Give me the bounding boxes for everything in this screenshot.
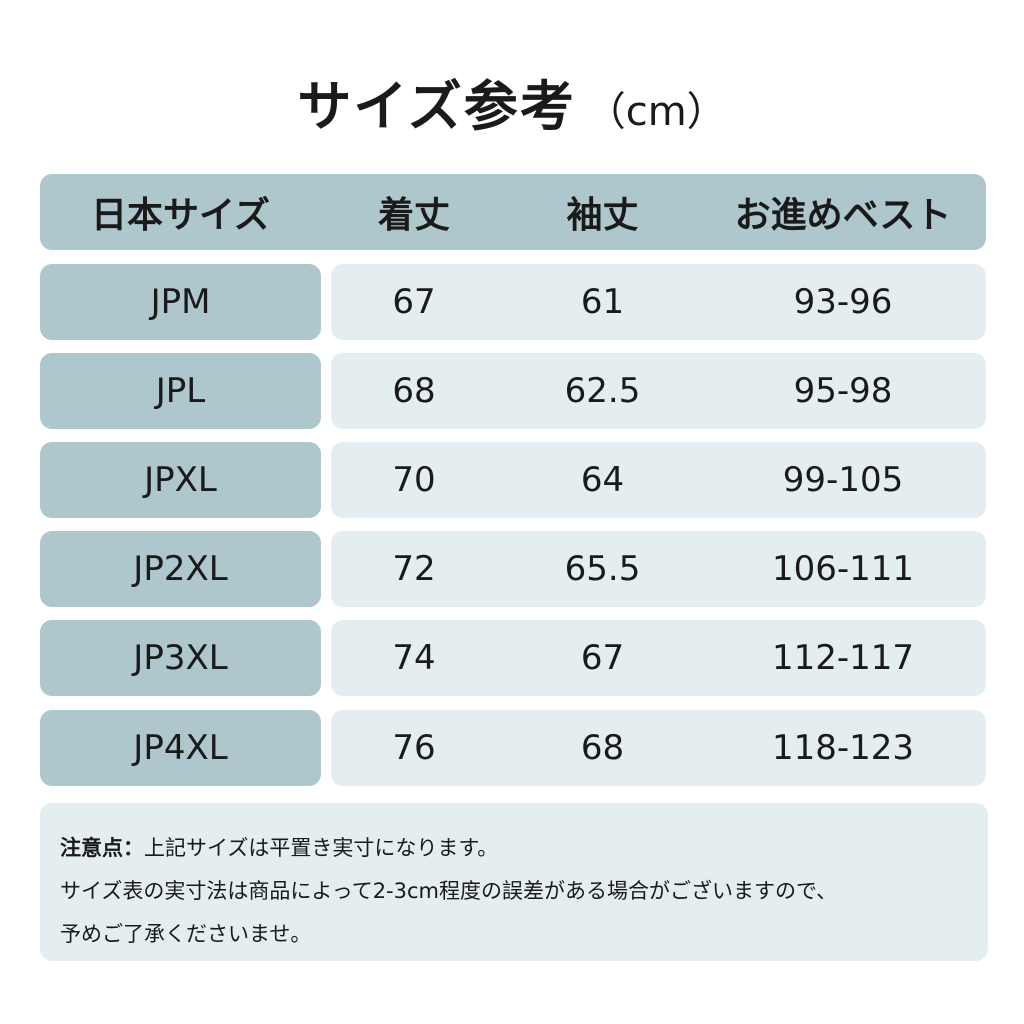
vest-cell: 118-123 xyxy=(771,728,915,768)
header-length: 着丈 xyxy=(377,195,450,236)
table-row: JP2XL 72 65.5 106-111 xyxy=(40,531,986,607)
note-line-2: サイズ表の実寸法は商品によって2-3cm程度の誤差がある場合がございますので、 xyxy=(60,879,838,903)
row-label-bg: JP3XL xyxy=(40,620,321,696)
header-size: 日本サイズ xyxy=(91,195,270,236)
note-label: 注意点： xyxy=(60,836,144,860)
table-row: JPL 68 62.5 95-98 xyxy=(40,353,986,429)
header-vest: お進めベスト xyxy=(734,195,952,236)
sleeve-cell: 65.5 xyxy=(564,549,641,589)
row-values-bg: 74 67 112-117 xyxy=(331,620,986,696)
size-cell: JPL xyxy=(155,371,206,411)
vest-cell: 99-105 xyxy=(782,460,904,500)
size-cell: JP4XL xyxy=(133,728,228,768)
page-title: サイズ参考 （cm） xyxy=(0,62,1024,142)
size-cell: JPM xyxy=(150,282,211,322)
title-unit: （cm） xyxy=(585,89,727,135)
table-row: JPM 67 61 93-96 xyxy=(40,264,986,340)
note-text-1: 上記サイズは平置き実寸になります。 xyxy=(144,836,499,860)
table-row: JP4XL 76 68 118-123 xyxy=(40,710,986,786)
row-values-bg: 67 61 93-96 xyxy=(331,264,986,340)
title-main: サイズ参考 xyxy=(297,75,576,138)
row-values-bg: 72 65.5 106-111 xyxy=(331,531,986,607)
size-cell: JPXL xyxy=(144,460,217,500)
table-header: 日本サイズ 着丈 袖丈 お進めベスト xyxy=(40,174,986,250)
table-row: JP3XL 74 67 112-117 xyxy=(40,620,986,696)
sleeve-cell: 61 xyxy=(580,282,625,322)
row-values-bg: 70 64 99-105 xyxy=(331,442,986,518)
row-label-bg: JP4XL xyxy=(40,710,321,786)
table-row: JPXL 70 64 99-105 xyxy=(40,442,986,518)
row-label-bg: JPL xyxy=(40,353,321,429)
header-sleeve: 袖丈 xyxy=(566,195,639,236)
row-label-bg: JP2XL xyxy=(40,531,321,607)
row-values-bg: 68 62.5 95-98 xyxy=(331,353,986,429)
size-cell: JP2XL xyxy=(133,549,228,589)
length-cell: 76 xyxy=(392,728,436,768)
length-cell: 68 xyxy=(392,371,436,411)
row-label-bg: JPXL xyxy=(40,442,321,518)
sleeve-cell: 62.5 xyxy=(564,371,641,411)
note-line-3: 予めご了承くださいませ。 xyxy=(60,922,312,946)
length-cell: 72 xyxy=(392,549,436,589)
sleeve-cell: 64 xyxy=(580,460,625,500)
length-cell: 74 xyxy=(392,638,436,678)
vest-cell: 95-98 xyxy=(793,371,893,411)
row-values-bg: 76 68 118-123 xyxy=(331,710,986,786)
note-box: 注意点：上記サイズは平置き実寸になります。 サイズ表の実寸法は商品によって2-3… xyxy=(40,803,988,961)
length-cell: 67 xyxy=(392,282,436,322)
length-cell: 70 xyxy=(392,460,436,500)
vest-cell: 93-96 xyxy=(793,282,893,322)
vest-cell: 106-111 xyxy=(771,549,915,589)
row-label-bg: JPM xyxy=(40,264,321,340)
size-cell: JP3XL xyxy=(133,638,228,678)
note-line-1: 注意点：上記サイズは平置き実寸になります。 xyxy=(60,827,988,870)
sleeve-cell: 68 xyxy=(580,728,625,768)
sleeve-cell: 67 xyxy=(580,638,625,678)
vest-cell: 112-117 xyxy=(771,638,915,678)
